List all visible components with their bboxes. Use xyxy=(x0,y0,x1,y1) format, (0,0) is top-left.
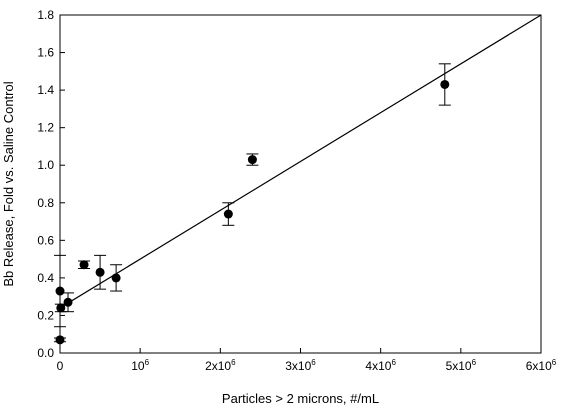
data-point xyxy=(79,260,89,270)
data-point xyxy=(56,303,66,313)
y-tick-label: 0.8 xyxy=(37,196,54,210)
y-axis-ticks: 0.0 0.2 0.4 0.6 0.8 1.0 1.2 1.4 1.6 1.8 xyxy=(37,8,65,360)
regression-line xyxy=(59,14,542,309)
y-tick-label: 1.8 xyxy=(37,8,54,22)
y-tick-label: 0.4 xyxy=(37,271,54,285)
x-tick-label: 3x106 xyxy=(285,358,316,373)
data-point-group xyxy=(438,63,451,106)
y-tick-label: 1.4 xyxy=(37,83,54,97)
y-axis-title: Bb Release, Fold vs. Saline Control xyxy=(1,81,16,286)
data-point xyxy=(440,79,450,89)
x-tick-label: 6x106 xyxy=(526,358,557,373)
data-point xyxy=(223,209,233,219)
x-tick-label: 5x106 xyxy=(446,358,477,373)
x-tick-label: 2x106 xyxy=(205,358,236,373)
data-point-group xyxy=(246,153,259,166)
data-point-group xyxy=(54,303,67,313)
x-axis-ticks: 0 106 2x106 3x106 4x106 5x106 6x106 xyxy=(57,348,557,373)
y-tick-label: 0.6 xyxy=(37,233,54,247)
y-tick-label: 0.2 xyxy=(37,308,54,322)
y-tick-label: 1.6 xyxy=(37,46,54,60)
x-tick-label: 106 xyxy=(131,358,149,373)
data-point-group xyxy=(54,254,66,328)
data-point xyxy=(95,267,105,277)
y-tick-label: 0.0 xyxy=(37,346,54,360)
data-point-group xyxy=(62,292,75,313)
y-tick-label: 1.0 xyxy=(37,158,54,172)
x-tick-label: 4x106 xyxy=(365,358,396,373)
data-point-group xyxy=(78,260,91,270)
y-tick-label: 1.2 xyxy=(37,121,54,135)
data-point xyxy=(55,286,65,296)
plot-frame xyxy=(59,14,542,354)
data-point xyxy=(63,297,73,307)
x-axis-title: Particles > 2 microns, #/mL xyxy=(222,391,379,406)
data-point xyxy=(55,335,65,345)
data-point-group xyxy=(110,264,123,292)
data-point xyxy=(111,273,121,283)
data-point xyxy=(247,155,257,165)
data-point-group xyxy=(222,202,235,226)
data-point-group xyxy=(94,254,107,290)
x-tick-label: 0 xyxy=(57,359,64,373)
data-marks xyxy=(54,14,542,345)
plot-area xyxy=(59,14,542,354)
data-point-group xyxy=(54,335,66,345)
